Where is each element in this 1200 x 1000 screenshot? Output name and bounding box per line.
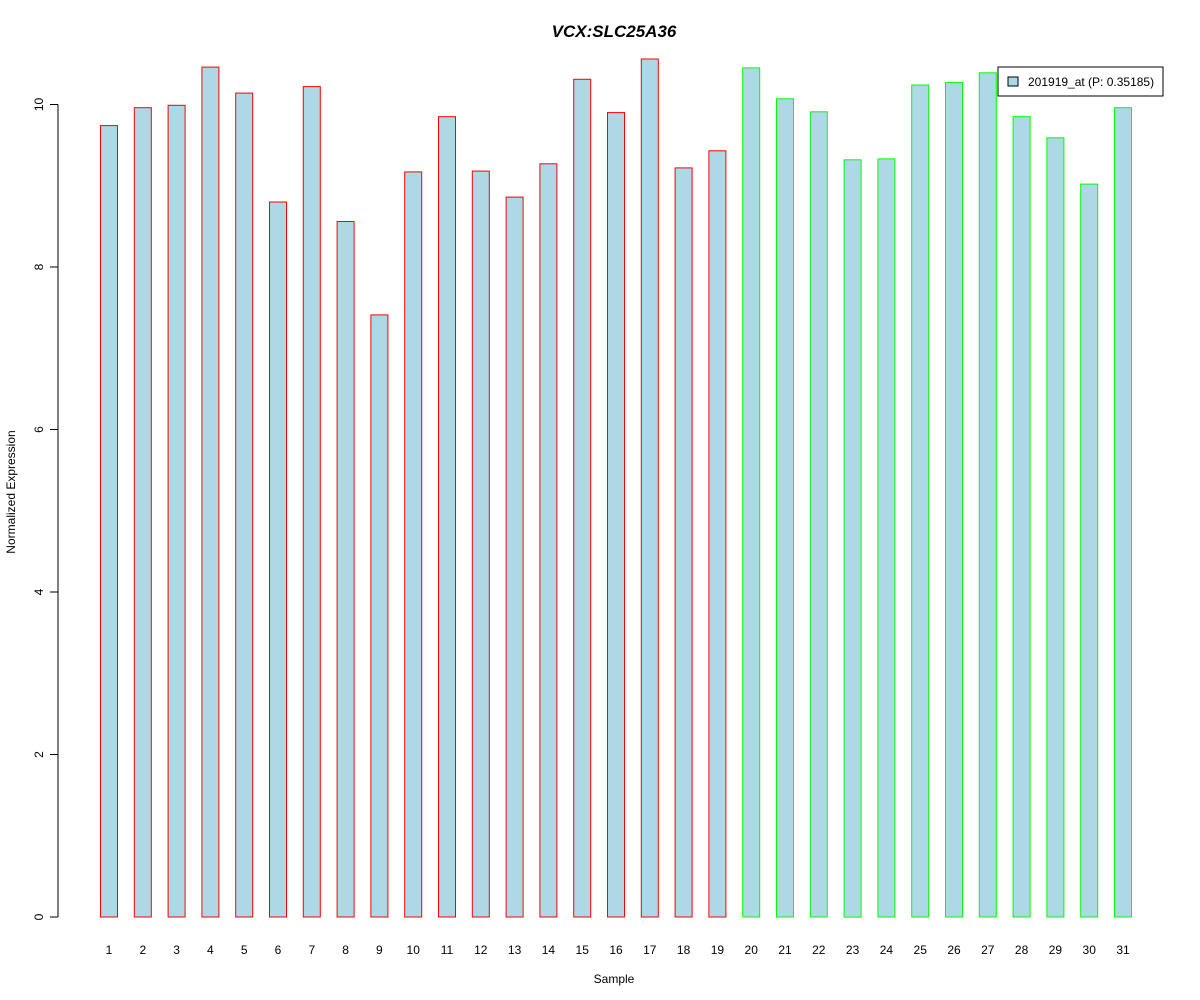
y-axis-tick-label: 4 [32, 588, 46, 595]
x-axis-tick-label: 17 [643, 943, 657, 957]
legend: 201919_at (P: 0.35185) [997, 66, 1164, 97]
x-axis-tick-label: 30 [1083, 943, 1097, 957]
y-axis-tick-label: 10 [32, 98, 46, 112]
x-axis-tick-label: 20 [745, 943, 759, 957]
chart-title: VCX:SLC25A36 [552, 22, 677, 41]
bar [843, 159, 862, 918]
bar [607, 112, 625, 918]
bar [302, 86, 321, 918]
bar [1046, 137, 1065, 918]
y-axis-tick-label: 0 [32, 913, 46, 920]
x-axis-tick-label: 18 [677, 943, 691, 957]
x-axis-tick-label: 5 [241, 943, 248, 957]
x-axis-tick-label: 10 [407, 943, 421, 957]
x-axis-tick-label: 11 [441, 943, 454, 957]
x-axis-tick-label: 13 [508, 943, 522, 957]
bar [640, 58, 659, 918]
bar [505, 196, 524, 918]
bar [471, 170, 490, 918]
x-axis-tick-label: 19 [711, 943, 725, 957]
bar [201, 66, 220, 918]
bar [133, 107, 152, 918]
x-axis-tick-label: 29 [1049, 943, 1063, 957]
x-axis-tick-label: 21 [778, 943, 792, 957]
bar [1080, 183, 1099, 918]
bar [167, 104, 186, 918]
bar [674, 167, 693, 918]
bar [404, 171, 423, 918]
y-axis-label: Normalized Expression [4, 430, 18, 553]
x-axis-label: Sample [594, 972, 635, 986]
x-axis-tick-label: 12 [474, 943, 488, 957]
bar [269, 201, 287, 918]
x-axis-tick-label: 23 [846, 943, 860, 957]
bar [539, 163, 558, 918]
bar [809, 111, 828, 918]
bar [877, 158, 896, 918]
bar [978, 72, 997, 918]
x-axis-tick-label: 25 [914, 943, 928, 957]
x-axis-tick-label: 16 [609, 943, 623, 957]
x-axis-tick-label: 4 [207, 943, 214, 957]
x-axis-tick-label: 26 [947, 943, 961, 957]
y-axis-tick-label: 8 [32, 263, 46, 270]
x-axis-tick-label: 14 [542, 943, 556, 957]
x-axis-tick-label: 2 [139, 943, 146, 957]
x-axis-tick-label: 9 [376, 943, 383, 957]
x-axis-tick-label: 22 [812, 943, 826, 957]
y-axis-tick-label: 2 [32, 751, 46, 758]
x-axis-tick-label: 3 [173, 943, 180, 957]
bar [708, 150, 727, 918]
y-axis-tick-label: 6 [32, 426, 46, 433]
bar [573, 78, 592, 918]
bar [370, 314, 389, 918]
x-axis-tick-label: 7 [308, 943, 315, 957]
bar [100, 125, 118, 918]
bar [911, 84, 930, 918]
x-axis-tick-label: 8 [342, 943, 349, 957]
bar [742, 67, 761, 918]
x-axis-tick-labels: 1 2 3 4 5 6 7 8 9 10 11 12 13 14 15 16 17 18 19 20 21 22 23 24 2… [106, 943, 1130, 957]
x-axis-tick-label: 27 [981, 943, 995, 957]
x-axis-tick-label: 31 [1116, 943, 1130, 957]
x-axis-tick-label: 1 [106, 943, 113, 957]
bar [1114, 107, 1132, 918]
bar [776, 98, 794, 918]
x-axis-tick-label: 15 [576, 943, 590, 957]
x-axis-tick-label: 6 [275, 943, 282, 957]
bar [1012, 116, 1031, 918]
bar [945, 82, 963, 918]
legend-box [997, 66, 1164, 97]
x-axis-tick-label: 28 [1015, 943, 1029, 957]
y-axis: 0 2 4 6 8 10 [32, 98, 59, 920]
x-axis-tick-label: 24 [880, 943, 894, 957]
bars [100, 58, 1132, 918]
bar [235, 92, 254, 918]
legend-swatch [1007, 76, 1019, 87]
bar [438, 116, 456, 918]
legend-label: 201919_at (P: 0.35185) [1028, 75, 1154, 89]
bar [336, 221, 355, 918]
